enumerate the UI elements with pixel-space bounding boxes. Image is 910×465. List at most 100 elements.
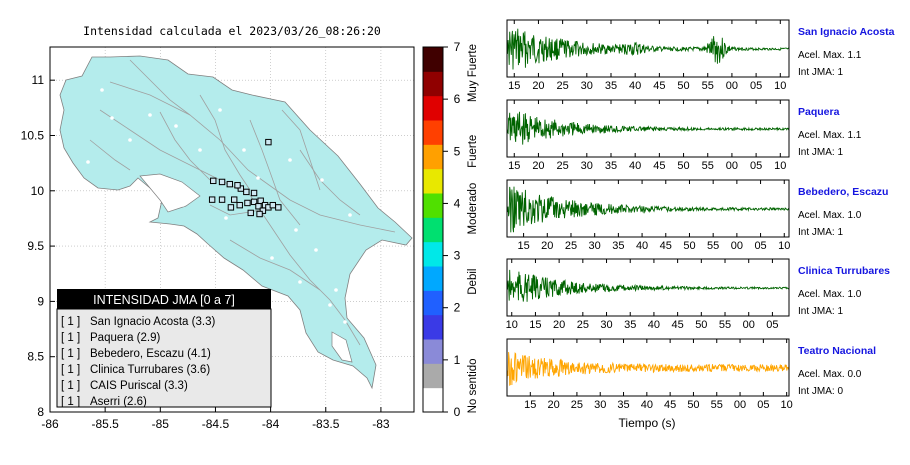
waveform-frame bbox=[506, 338, 790, 397]
colorbar-tick-label: 2 bbox=[454, 301, 461, 315]
nicoya-gulf bbox=[139, 173, 201, 213]
waveform-tick-label: 25 bbox=[557, 160, 569, 172]
town-markers bbox=[86, 88, 374, 338]
map-y-tick-label: 10 bbox=[31, 184, 45, 198]
waveform-tick-label: 25 bbox=[565, 240, 577, 252]
station-marker bbox=[218, 196, 226, 203]
station-marker bbox=[231, 196, 238, 203]
waveform-trace bbox=[506, 352, 790, 387]
map-x-tick-label: -84 bbox=[262, 417, 280, 431]
colorbar-segment bbox=[423, 290, 443, 316]
colorbar-segment bbox=[423, 47, 443, 72]
waveform-tick-label: 40 bbox=[636, 240, 648, 252]
waveform-tick-label: 15 bbox=[524, 399, 536, 411]
intensity-legend: INTENSIDAD JMA [0 a 7] [ 1 ] San Ignacio … bbox=[56, 289, 272, 408]
waveform-trace bbox=[506, 186, 790, 233]
waveform-tick-label: 35 bbox=[605, 160, 617, 172]
int-jma-label: Int JMA: 0 bbox=[798, 386, 843, 397]
colorbar-category-label: No sentido bbox=[467, 358, 479, 413]
acel-max-label: Acel. Max. 1.1 bbox=[798, 50, 862, 61]
colorbar-category-label: Moderado bbox=[467, 183, 479, 235]
colorbar-tick-label: 4 bbox=[454, 196, 461, 210]
waveform-tick-label: 30 bbox=[581, 80, 593, 92]
station-marker bbox=[227, 204, 235, 211]
station-marker bbox=[244, 199, 251, 207]
waveform-tick-label: 55 bbox=[707, 240, 719, 252]
station-marker bbox=[247, 209, 254, 217]
legend-item-badge: [ 1 ] bbox=[61, 316, 80, 328]
waveform-tick-label: 20 bbox=[553, 319, 565, 331]
colorbar-segment bbox=[423, 266, 443, 291]
waveform-tick-label: 50 bbox=[677, 160, 689, 172]
waveform-panel: 15 20 25 30 35 40 45 50 55 00 05 10 Paquera Acel. Max… bbox=[506, 99, 862, 172]
station-name: Teatro Nacional bbox=[798, 345, 876, 357]
int-jma-label: Int JMA: 1 bbox=[798, 147, 843, 158]
waveform-frame bbox=[506, 179, 790, 238]
waveform-tick-label: 30 bbox=[594, 399, 606, 411]
waveform-frame bbox=[506, 19, 790, 78]
waveform-trace bbox=[506, 28, 790, 70]
legend-title: INTENSIDAD JMA [0 a 7] bbox=[93, 293, 235, 307]
costa-rica-landmass bbox=[59, 55, 413, 390]
station-marker bbox=[269, 201, 277, 209]
station-marker bbox=[255, 203, 262, 210]
waveform-tick-label: 55 bbox=[702, 80, 714, 92]
waveform-tick-label: 00 bbox=[726, 80, 738, 92]
acel-max-label: Acel. Max. 0.0 bbox=[798, 369, 862, 380]
legend-body bbox=[56, 308, 272, 408]
map-x-tick-label: -83.5 bbox=[312, 417, 340, 431]
map-y-tick-label: 8.5 bbox=[27, 350, 44, 364]
station-marker bbox=[210, 177, 217, 185]
legend-item-badge: [ 1 ] bbox=[61, 332, 80, 344]
station-marker bbox=[226, 180, 233, 188]
waveform-tick-label: 15 bbox=[529, 319, 541, 331]
colorbar-segment bbox=[423, 241, 443, 267]
acel-max-label: Acel. Max. 1.0 bbox=[798, 289, 862, 300]
waveform-tick-label: 40 bbox=[629, 80, 641, 92]
waveform-tick-label: 00 bbox=[731, 240, 743, 252]
legend-item-badge: [ 1 ] bbox=[61, 396, 80, 408]
station-name: Clinica Turrubares bbox=[798, 265, 890, 277]
waveform-tick-label: 10 bbox=[781, 399, 793, 411]
legend-header-bg bbox=[57, 289, 271, 309]
golfo-dulce bbox=[331, 331, 353, 363]
waveform-tick-label: 05 bbox=[754, 240, 766, 252]
waveform-panels: 15 20 25 30 35 40 45 50 55 00 05 10 San Ignacio Acos… bbox=[506, 19, 895, 411]
station-marker bbox=[259, 207, 267, 214]
waveform-tick-label: 25 bbox=[557, 80, 569, 92]
intensity-colorbar: 0 1 2 3 4 5 6 7 No sentido Debil Moderado Fuerte Mu… bbox=[422, 40, 479, 419]
colorbar-category-label: Fuerte bbox=[467, 135, 479, 168]
waveform-tick-label: 05 bbox=[750, 80, 762, 92]
waveform-tick-label: 20 bbox=[532, 80, 544, 92]
waveform-tick-label: 25 bbox=[577, 319, 589, 331]
waveform-tick-label: 50 bbox=[677, 80, 689, 92]
waveform-tick-label: 35 bbox=[624, 319, 636, 331]
waveform-tick-label: 10 bbox=[774, 160, 786, 172]
colorbar-frame bbox=[422, 46, 444, 413]
legend-item-label: CAIS Puriscal (3.3) bbox=[90, 380, 188, 392]
colorbar-segment bbox=[423, 193, 443, 218]
legend-items: [ 1 ] San Ignacio Acosta (3.3) [ 1 ] Paquer… bbox=[61, 316, 215, 408]
waveform-panel: 15 20 25 30 35 40 45 50 55 00 05 10 Bebedero, Escazu… bbox=[506, 179, 888, 252]
waveform-panel: 15 20 25 30 35 40 45 50 55 00 05 10 San Ignacio Acos… bbox=[506, 19, 895, 92]
int-jma-label: Int JMA: 1 bbox=[798, 227, 843, 238]
acel-max-label: Acel. Max. 1.0 bbox=[798, 210, 862, 221]
legend-item-label: Aserri (2.6) bbox=[90, 396, 147, 408]
waveform-tick-label: 25 bbox=[571, 399, 583, 411]
colorbar-segment bbox=[423, 168, 443, 194]
colorbar-tick-label: 3 bbox=[454, 249, 461, 263]
map-y-tick-label: 9.5 bbox=[27, 239, 44, 253]
colorbar-segment bbox=[423, 314, 443, 340]
waveform-tick-label: 05 bbox=[750, 160, 762, 172]
waveform-tick-label: 00 bbox=[743, 319, 755, 331]
waveform-tick-label: 20 bbox=[541, 240, 553, 252]
map-y-tick-label: 9 bbox=[37, 294, 44, 308]
map-frame bbox=[49, 46, 415, 413]
station-name: Bebedero, Escazu bbox=[798, 186, 888, 198]
legend-item-badge: [ 1 ] bbox=[61, 364, 80, 376]
map-y-tick-label: 11 bbox=[32, 73, 45, 87]
legend-item-label: Paquera (2.9) bbox=[90, 332, 160, 344]
waveform-tick-label: 00 bbox=[726, 160, 738, 172]
station-marker bbox=[237, 185, 245, 192]
